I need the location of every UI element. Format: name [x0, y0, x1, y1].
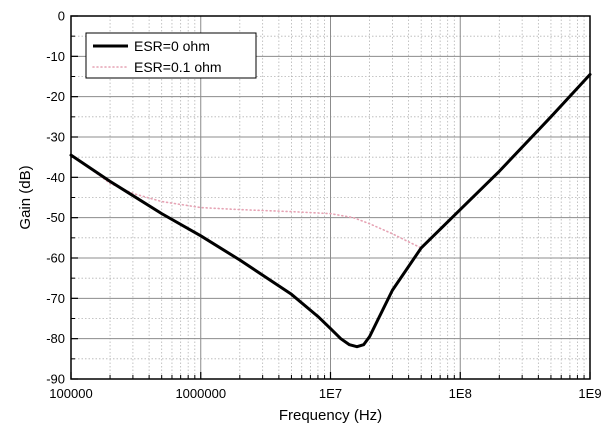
y-tick-label: 0	[58, 9, 65, 24]
series-line-esr-0	[69, 72, 592, 349]
y-tick-label: -90	[46, 372, 65, 387]
x-tick-label: 1000000	[175, 386, 226, 401]
y-tick-label: -70	[46, 291, 65, 306]
x-tick-label: 1E9	[578, 386, 601, 401]
legend: ESR=0 ohm ESR=0.1 ohm	[85, 32, 257, 79]
x-tick-label: 1E7	[319, 386, 342, 401]
tick-labels: 100000 1000000 1E7 1E8 1E9 0 -10 -20 -30 -40 -50 -6…	[46, 9, 601, 402]
legend-label-esr-0: ESR=0 ohm	[134, 38, 210, 54]
y-tick-label: -30	[46, 130, 65, 145]
axis-ticks	[70, 15, 591, 380]
y-tick-label: -50	[46, 210, 65, 225]
y-tick-label: -40	[46, 170, 65, 185]
series-lines	[69, 72, 592, 349]
y-tick-label: -60	[46, 251, 65, 266]
y-axis-title: Gain (dB)	[17, 165, 34, 229]
y-tick-label: -20	[46, 89, 65, 104]
x-axis-title: Frequency (Hz)	[279, 407, 382, 424]
x-tick-label: 1E8	[449, 386, 472, 401]
y-tick-label: -10	[46, 49, 65, 64]
legend-label-esr-0-1: ESR=0.1 ohm	[134, 59, 222, 75]
legend-box	[85, 32, 257, 79]
x-tick-label: 100000	[49, 386, 92, 401]
y-tick-label: -80	[46, 331, 65, 346]
